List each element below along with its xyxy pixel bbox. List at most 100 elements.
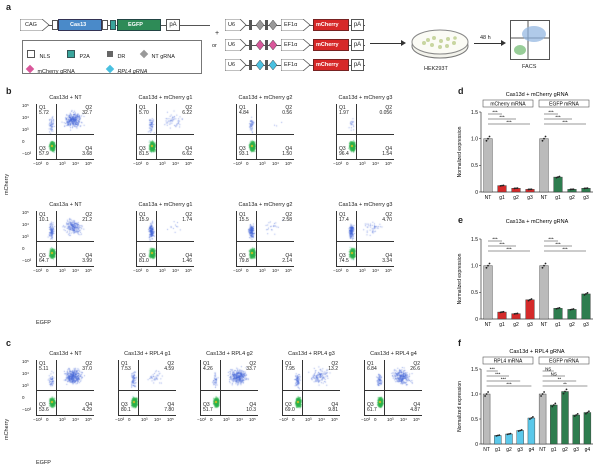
facs-plot: Cas13d + NT Q1 5.72 Q2 32.7 Q3 57.9 Q4 3.68 (36, 95, 95, 160)
pa-box: pA (351, 19, 364, 31)
ef1a-label: EF1α (284, 42, 298, 48)
quadrant-q1-value: Q1 4.26 (203, 361, 213, 372)
quadrant-q3-value: Q3 69.0 (285, 402, 295, 413)
group-header-label: mCherry mRNA (490, 102, 526, 108)
group-header-box (538, 356, 590, 365)
quadrant-q4-value: Q4 2.14 (282, 253, 292, 264)
or-label: or (212, 43, 217, 49)
bar-charts: Cas13d + mCherry gRNA mCherry mRNA EGFP mR… (457, 92, 593, 453)
category-label: g2 (513, 322, 519, 328)
x-tick-label: 0 (346, 268, 349, 273)
x-tick-label: 10³ (305, 417, 312, 422)
data-point (571, 308, 573, 311)
ef1a-label: EF1α (284, 62, 298, 68)
arrow-to-cells (370, 43, 404, 44)
facs-plot-title: Cas13d + mCherry g3 (338, 95, 393, 101)
x-tick-label: −10³ (333, 161, 343, 166)
category-label: g4 (529, 447, 535, 453)
data-point (541, 139, 544, 142)
quadrant-q2-value: Q2 26.6 (410, 361, 420, 372)
data-point (554, 402, 557, 405)
data-point (544, 262, 547, 265)
quadrant-q1-value: Q1 7.53 (121, 361, 131, 372)
x-tick-label: −10³ (233, 161, 243, 166)
egfp-block (117, 19, 161, 31)
y-tick-label: 0 (22, 246, 25, 251)
category-label: g3 (517, 447, 523, 453)
data-point (519, 429, 522, 432)
u6-label: U6 (228, 22, 236, 28)
x-tick-label: 10⁵ (285, 161, 292, 166)
category-label: g1 (495, 447, 501, 453)
data-point (575, 414, 578, 416)
quadrant-q3-value: Q3 79.8 (239, 253, 249, 264)
x-tick-label: 10⁴ (72, 417, 79, 422)
y-tick-label: 1.0 (471, 136, 478, 142)
facs-plot-title: Cas13d + mCherry g2 (238, 95, 293, 101)
quadrant-q4-value: Q4 10.3 (246, 402, 256, 413)
legend-rpl4-grna: RPL4 gRNA (105, 60, 147, 78)
data-point (498, 434, 501, 437)
panel-letter-c: c (6, 338, 12, 348)
grna-array-icon (249, 39, 277, 51)
facs-label: FACS (522, 64, 537, 70)
category-label: g3 (527, 195, 533, 201)
y-axis-label: Normalized expression (457, 126, 463, 177)
data-point (532, 416, 534, 418)
bar (561, 391, 569, 445)
x-tick-label: 10³ (387, 417, 394, 422)
x-tick-label: 10⁵ (85, 161, 92, 166)
bar (482, 393, 491, 445)
data-point (513, 312, 516, 315)
sig-label: *** (490, 367, 496, 372)
y-tick-label: 1.5 (471, 237, 478, 243)
x-tick-label: 0 (146, 161, 149, 166)
data-point (571, 188, 573, 191)
data-point (516, 312, 519, 315)
data-point (555, 176, 558, 179)
y-tick-label: 10⁴ (22, 222, 29, 227)
x-tick-label: 10⁵ (385, 161, 392, 166)
panel-letter-f: f (458, 338, 461, 348)
data-point (496, 434, 499, 437)
grna-array-icon (249, 19, 277, 31)
bar (483, 265, 493, 320)
panel-letter-e: e (458, 215, 464, 225)
facs-plot-title: Cas13a + mCherry g2 (238, 202, 293, 208)
data-point (515, 187, 517, 190)
x-tick-label: 10⁴ (72, 161, 79, 166)
data-point (527, 299, 530, 302)
category-label: g2 (513, 195, 519, 201)
data-point (485, 393, 488, 395)
x-tick-label: 10³ (159, 268, 166, 273)
panel-b-x-label: EGFP (36, 320, 51, 326)
y-tick-label: 1.0 (471, 263, 478, 269)
pa-box: pA (351, 39, 364, 51)
nls-block (52, 20, 58, 30)
data-point (557, 176, 559, 178)
facs-plot: Cas13d + RPL4 g2 Q1 4.26 Q2 33.7 Q3 51.7 Q4 10.3 (200, 351, 259, 416)
panel-b-y-label: mCherry (4, 173, 10, 195)
sig-label: *** (499, 242, 505, 247)
egfp-label: EGFP (128, 22, 143, 28)
quadrant-q1-value: Q1 5.11 (39, 361, 49, 372)
quadrant-q1-value: Q1 5.70 (139, 105, 149, 116)
x-tick-label: 0 (146, 268, 149, 273)
x-tick-label: 0 (246, 161, 249, 166)
quadrant-q2-value: Q2 1.74 (182, 212, 192, 223)
quadrant-q3-value: Q3 93.1 (239, 146, 249, 157)
quadrant-q4-value: Q4 9.81 (328, 402, 338, 413)
facs-plot: Cas13d + RPL4 g3 Q1 7.95 Q2 13.2 Q3 69.0 Q4 9.81 (282, 351, 341, 416)
x-tick-label: 10³ (259, 161, 266, 166)
sig-label: *** (548, 237, 554, 242)
x-tick-label: 0 (46, 268, 49, 273)
bar (516, 430, 524, 445)
x-tick-label: 10⁵ (85, 268, 92, 273)
facs-plot: Cas13a + mCherry g2 Q1 15.5 Q2 2.58 Q3 79.8 Q4 2… (236, 202, 295, 267)
x-tick-label: −10³ (133, 268, 143, 273)
facs-plot: Cas13d + mCherry g2 Q1 4.84 Q2 0.56 Q3 93.1 Q4 1… (236, 95, 295, 160)
y-tick-label: −10³ (22, 407, 32, 412)
x-tick-label: −10³ (361, 417, 371, 422)
y-tick-label: 1.5 (471, 367, 478, 373)
panel-letter-a: a (6, 2, 12, 12)
